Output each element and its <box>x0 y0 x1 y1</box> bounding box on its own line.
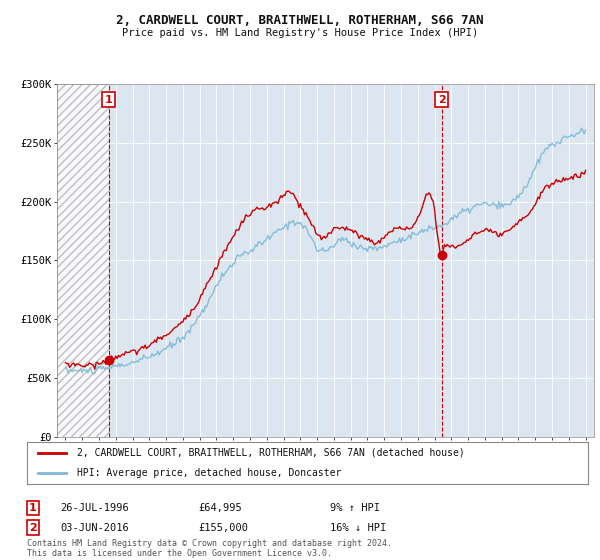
Text: 1: 1 <box>29 503 37 513</box>
Text: 9% ↑ HPI: 9% ↑ HPI <box>330 503 380 513</box>
Text: 26-JUL-1996: 26-JUL-1996 <box>60 503 129 513</box>
Text: 2: 2 <box>29 522 37 533</box>
Text: £155,000: £155,000 <box>198 522 248 533</box>
Bar <box>57 84 109 437</box>
Text: Price paid vs. HM Land Registry's House Price Index (HPI): Price paid vs. HM Land Registry's House … <box>122 28 478 38</box>
Text: 2, CARDWELL COURT, BRAITHWELL, ROTHERHAM, S66 7AN: 2, CARDWELL COURT, BRAITHWELL, ROTHERHAM… <box>116 14 484 27</box>
Text: 16% ↓ HPI: 16% ↓ HPI <box>330 522 386 533</box>
Text: 03-JUN-2016: 03-JUN-2016 <box>60 522 129 533</box>
Text: 2: 2 <box>438 95 446 105</box>
Text: HPI: Average price, detached house, Doncaster: HPI: Average price, detached house, Donc… <box>77 468 342 478</box>
Text: 1: 1 <box>104 95 112 105</box>
Text: £64,995: £64,995 <box>198 503 242 513</box>
Text: Contains HM Land Registry data © Crown copyright and database right 2024.
This d: Contains HM Land Registry data © Crown c… <box>27 539 392 558</box>
Text: 2, CARDWELL COURT, BRAITHWELL, ROTHERHAM, S66 7AN (detached house): 2, CARDWELL COURT, BRAITHWELL, ROTHERHAM… <box>77 448 465 458</box>
